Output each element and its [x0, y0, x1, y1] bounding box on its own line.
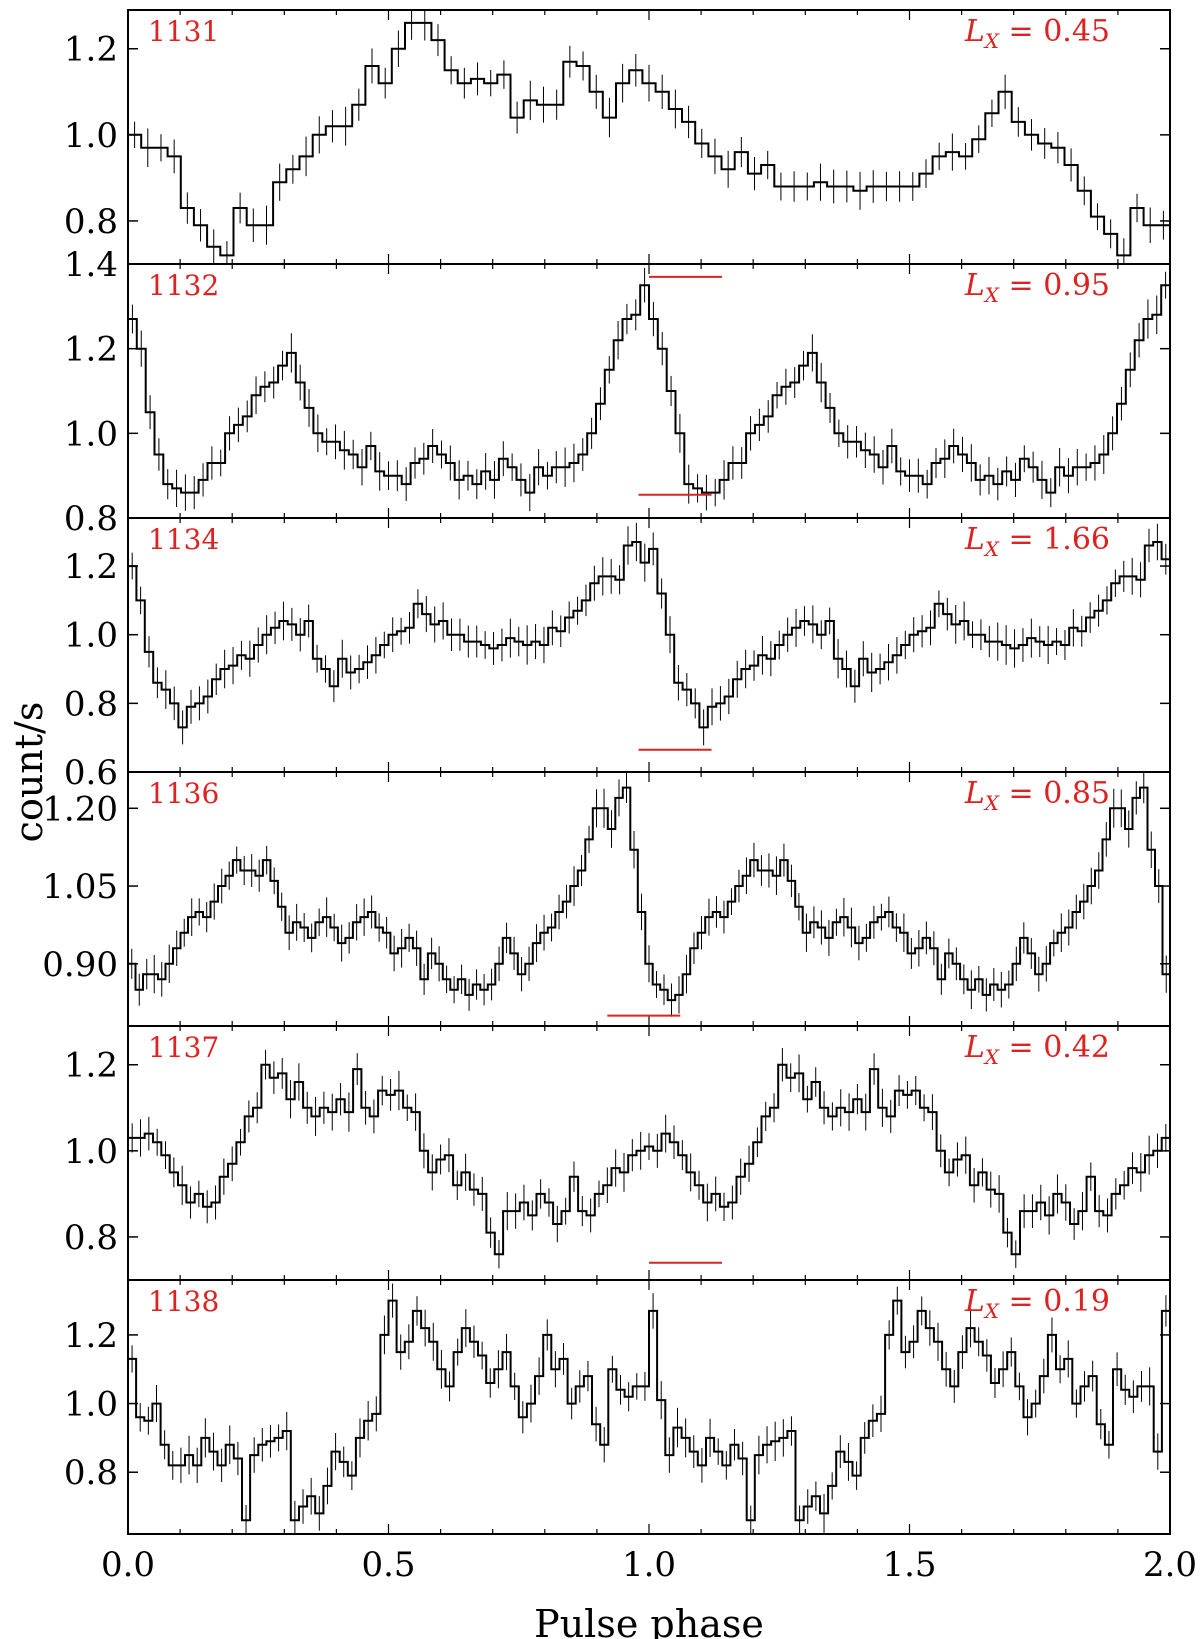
x-tick-label: 1.5 — [882, 1545, 936, 1585]
y-tick-label: 1.0 — [64, 616, 118, 656]
luminosity-label: LX = 0.95 — [964, 268, 1110, 307]
profile-1136 — [128, 772, 1170, 1017]
y-tick-label: 0.8 — [64, 1453, 118, 1493]
y-tick-label: 0.8 — [64, 1218, 118, 1258]
profile-1134 — [128, 522, 1170, 746]
y-tick-label: 1.2 — [64, 330, 118, 370]
panel-1131: 0.8 1.0 1.2 1131 LX = 0.45 — [64, 9, 1171, 278]
y-tick-label: 1.2 — [64, 547, 118, 587]
luminosity-label: LX = 0.45 — [964, 14, 1110, 53]
panel-frame — [127, 1279, 1171, 1535]
panel-id-label: 1134 — [148, 523, 219, 556]
y-tick-label: 0.90 — [42, 945, 118, 985]
panel-id-label: 1132 — [148, 269, 219, 302]
y-tick-label: 1.2 — [64, 30, 118, 70]
y-tick-label: 1.0 — [64, 116, 118, 156]
y-tick-label: 0.8 — [64, 684, 118, 724]
panel-1138: 0.8 1.0 1.2 1138 LX = 0.19 — [64, 1279, 1171, 1535]
panel-1134: 0.6 0.8 1.0 1.2 1134 LX = 1.66 — [64, 517, 1171, 793]
luminosity-label: LX = 0.42 — [964, 1030, 1110, 1069]
y-tick-label: 1.2 — [64, 1316, 118, 1356]
y-tick-label: 1.20 — [42, 789, 118, 829]
y-tick-label: 1.0 — [64, 1385, 118, 1425]
y-tick-label: 0.8 — [64, 202, 118, 242]
x-axis-label: Pulse phase — [534, 1602, 764, 1639]
profile-1132 — [128, 267, 1170, 512]
panel-id-label: 1136 — [148, 777, 219, 810]
step-line-1134 — [128, 541, 1170, 729]
y-tick-label: 1.2 — [64, 1046, 118, 1086]
y-axis-label: count/s — [7, 702, 51, 843]
panel-id-label: 1131 — [148, 15, 219, 48]
step-line-1136 — [128, 786, 1170, 1002]
luminosity-label: LX = 0.19 — [964, 1284, 1110, 1323]
luminosity-label: LX = 1.66 — [964, 522, 1110, 561]
step-line-1131 — [128, 21, 1170, 257]
step-line-1138 — [128, 1299, 1170, 1522]
step-line-1132 — [128, 284, 1170, 494]
panel-1137: 0.8 1.0 1.2 1137 LX = 0.42 — [64, 1025, 1171, 1281]
y-tick-label: 1.0 — [64, 1132, 118, 1172]
x-tick-label: 0.0 — [101, 1545, 155, 1585]
profile-1137 — [128, 1047, 1170, 1269]
y-tick-label: 1.05 — [42, 867, 118, 907]
panel-1136: 0.90 1.05 1.20 1136 LX = 0.85 — [42, 771, 1171, 1027]
y-tick-label: 1.4 — [64, 245, 118, 285]
x-tick-label: 2.0 — [1143, 1545, 1197, 1585]
profile-1138 — [128, 1283, 1170, 1534]
x-tick-label: 1.0 — [622, 1545, 676, 1585]
panel-1132: 0.8 1.0 1.2 1.4 1132 LX = 0.95 — [64, 245, 1171, 539]
y-tick-label: 1.0 — [64, 414, 118, 454]
luminosity-label: LX = 0.85 — [964, 776, 1110, 815]
y-tick-label: 0.6 — [64, 753, 118, 793]
panel-id-label: 1137 — [148, 1031, 219, 1064]
step-line-1137 — [128, 1063, 1170, 1256]
profile-1131 — [128, 10, 1170, 264]
panel-id-label: 1138 — [148, 1285, 219, 1318]
x-tick-label: 0.5 — [361, 1545, 415, 1585]
y-tick-label: 0.8 — [64, 499, 118, 539]
